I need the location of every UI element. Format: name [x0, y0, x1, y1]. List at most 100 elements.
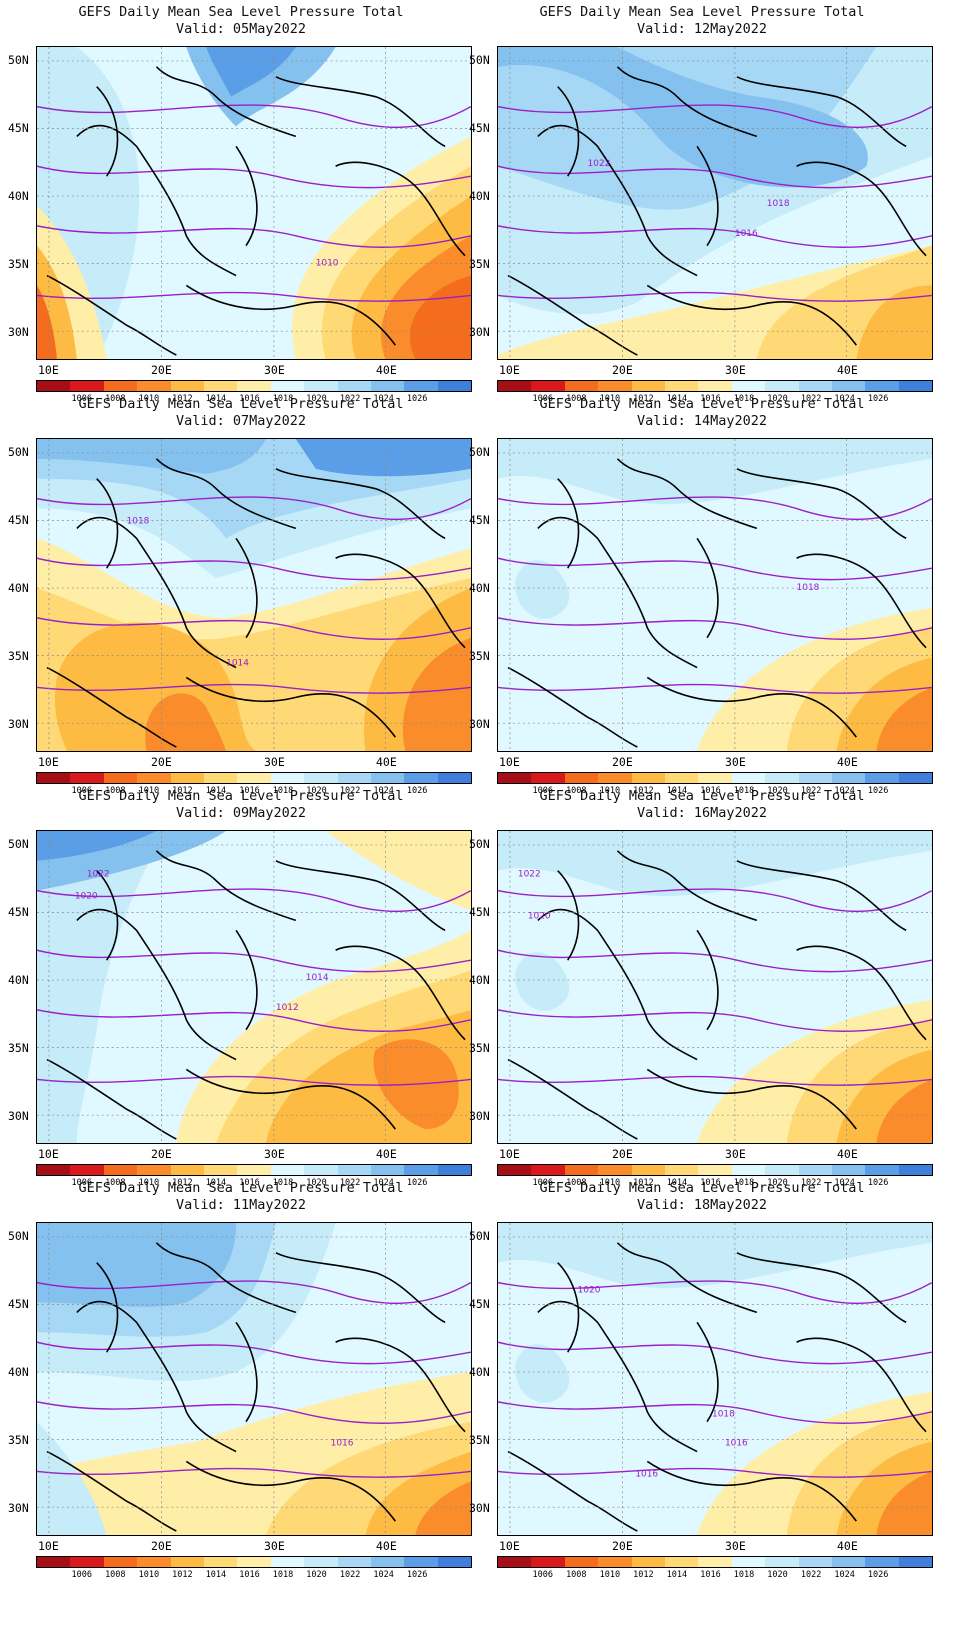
colorbar-swatch: [731, 381, 766, 391]
colorbar-label: 1008: [566, 1178, 587, 1188]
colorbar-label: 1006: [71, 394, 93, 404]
colorbar-swatch: [664, 1557, 699, 1567]
colorbar-swatch: [137, 381, 171, 391]
x-tick-label: 30E: [725, 363, 746, 377]
pressure-map: 1022 1020: [497, 830, 933, 1144]
y-tick-label: 50N: [8, 445, 29, 459]
colorbar-label: 1024: [834, 786, 855, 796]
isobar-label: 1018: [767, 199, 790, 209]
colorbar-swatch: [765, 1165, 799, 1175]
coastline: [646, 1068, 857, 1130]
colorbar-swatch: [304, 773, 338, 783]
colorbar-swatch: [304, 1165, 338, 1175]
colorbar-swatch: [731, 773, 766, 783]
colorbar-swatch: [270, 1165, 305, 1175]
pressure-fill-region: [415, 1481, 471, 1535]
panel-valid-date: Valid: 07May2022: [175, 413, 307, 429]
colorbar-label: 1008: [105, 394, 126, 404]
colorbar-swatch: [664, 1165, 699, 1175]
colorbar-label: 1016: [239, 394, 260, 404]
colorbar-label: 1008: [105, 1178, 126, 1188]
colorbar-label: 1010: [138, 1178, 160, 1188]
pressure-fill-region: [498, 439, 932, 505]
colorbar-label: 1010: [599, 394, 621, 404]
colorbar-swatch: [798, 773, 832, 783]
colorbar-swatch: [765, 1557, 799, 1567]
y-tick-label: 45N: [8, 513, 29, 527]
y-tick-label: 45N: [8, 905, 29, 919]
y-tick-label: 40N: [8, 973, 29, 987]
isobar-label: 1020: [528, 911, 551, 921]
colorbar-swatch: [865, 381, 899, 391]
panel-title: GEFS Daily Mean Sea Level Pressure Total: [539, 396, 865, 412]
coastline: [736, 76, 907, 148]
colorbar-swatch: [170, 1165, 204, 1175]
isobar-label: 1014: [306, 973, 329, 983]
coastline: [46, 274, 177, 356]
colorbar-swatch: [765, 773, 799, 783]
y-tick-label: 40N: [469, 973, 490, 987]
coastline: [557, 1262, 580, 1353]
colorbar-swatch: [404, 773, 438, 783]
coastline: [96, 1262, 119, 1353]
colorbar-label: 1026: [406, 786, 428, 796]
coastline: [155, 850, 297, 922]
x-tick-label: 30E: [264, 1147, 285, 1161]
colorbar-swatch: [437, 381, 472, 391]
colorbar-label: 1020: [767, 1178, 788, 1188]
coastline: [537, 516, 698, 669]
panel-title: GEFS Daily Mean Sea Level Pressure Total: [78, 788, 404, 804]
isobar-line: [37, 1075, 471, 1086]
colorbar-swatch: [137, 1557, 171, 1567]
x-tick-label: 40E: [837, 755, 858, 769]
panel-valid-date: Valid: 09May2022: [175, 805, 307, 821]
isobar-line: [37, 617, 471, 640]
pressure-fill-region: [498, 1223, 932, 1289]
y-tick-label: 30N: [8, 1501, 29, 1515]
coastline: [537, 1300, 698, 1453]
colorbar-swatch: [237, 773, 271, 783]
x-tick-label: 10E: [499, 1147, 520, 1161]
coastline: [796, 161, 927, 257]
isobar-line: [37, 1401, 471, 1424]
colorbar-label: 1018: [733, 1570, 755, 1580]
coastline: [335, 945, 466, 1041]
coastline: [616, 458, 758, 530]
colorbar-swatch: [437, 773, 472, 783]
colorbar-label: 1008: [105, 1570, 126, 1580]
colorbar-label: 1016: [239, 1570, 260, 1580]
colorbar-label: 1020: [306, 394, 327, 404]
colorbar: [36, 772, 472, 784]
colorbar-label: 1020: [767, 1570, 788, 1580]
panel-valid-date: Valid: 11May2022: [175, 1197, 307, 1213]
colorbar-label: 1012: [633, 786, 654, 796]
y-tick-label: 30N: [8, 325, 29, 339]
colorbar-swatch: [203, 773, 238, 783]
colorbar-label: 1022: [800, 786, 822, 796]
isobar-line: [498, 291, 932, 302]
colorbar-swatch: [337, 773, 371, 783]
isobar-line: [498, 683, 932, 694]
pressure-map: 1018 1014: [36, 438, 472, 752]
coastline: [537, 124, 698, 277]
coastline: [507, 274, 638, 356]
colorbar-label: 1018: [272, 394, 294, 404]
isobar-label: 1022: [588, 159, 611, 169]
colorbar-swatch: [598, 773, 632, 783]
coastline: [736, 1252, 907, 1324]
colorbar-label: 1012: [172, 1178, 193, 1188]
pressure-map: 1016: [36, 1222, 472, 1536]
colorbar-swatch: [103, 1165, 138, 1175]
x-tick-label: 10E: [499, 1539, 520, 1553]
x-tick-label: 20E: [151, 1539, 172, 1553]
x-tick-label: 10E: [38, 1539, 59, 1553]
x-tick-label: 30E: [264, 363, 285, 377]
colorbar: [36, 1556, 472, 1568]
coastline: [646, 676, 857, 738]
isobar-line: [37, 1280, 471, 1305]
coastline: [275, 860, 446, 932]
pressure-fill-region: [515, 1344, 570, 1403]
colorbar-swatch: [865, 773, 899, 783]
colorbar-swatch: [137, 773, 171, 783]
colorbar-label: 1012: [633, 1570, 654, 1580]
